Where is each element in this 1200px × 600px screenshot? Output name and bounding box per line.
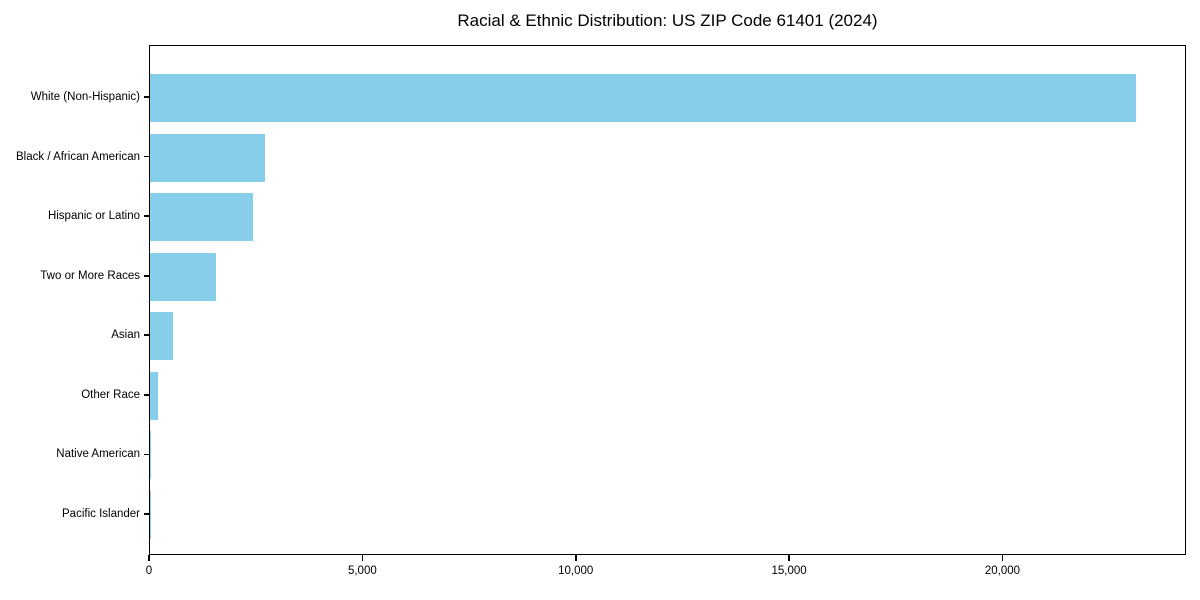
x-axis-tick-label: 15,000 — [771, 565, 807, 577]
y-tick-mark — [144, 394, 149, 396]
bar — [150, 371, 158, 420]
y-axis-label: Pacific Islander — [62, 507, 140, 520]
x-tick-mark — [361, 555, 364, 561]
x-axis-tick-label: 5,000 — [347, 565, 377, 577]
bar — [150, 252, 217, 301]
bar — [150, 133, 266, 182]
y-tick-mark — [144, 155, 149, 158]
bar — [150, 193, 253, 242]
x-axis-tick-label: 10,000 — [558, 565, 594, 577]
bar — [150, 431, 151, 480]
bar — [150, 312, 173, 361]
y-axis-label: Black / African American — [16, 150, 140, 163]
y-axis-label: Native American — [56, 448, 140, 461]
y-axis-label: Asian — [111, 329, 140, 342]
y-tick-mark — [144, 334, 149, 337]
y-axis-label: Hispanic or Latino — [47, 210, 140, 223]
y-tick-mark — [144, 215, 149, 217]
plot-area — [149, 45, 1186, 555]
chart-title: Racial & Ethnic Distribution: US ZIP Cod… — [457, 11, 878, 30]
x-tick-mark — [574, 555, 577, 561]
y-axis-label: Other Race — [81, 388, 140, 401]
x-tick-mark — [788, 555, 790, 561]
y-tick-mark — [144, 453, 149, 456]
y-axis-label: White (Non-Hispanic) — [30, 91, 140, 103]
y-axis-label: Two or More Races — [40, 269, 140, 282]
x-axis-tick-label: 20,000 — [984, 565, 1021, 577]
x-tick-mark — [148, 555, 150, 561]
y-tick-mark — [144, 96, 149, 98]
bar — [150, 74, 1137, 122]
y-tick-mark — [144, 513, 149, 515]
x-tick-mark — [1001, 555, 1004, 561]
y-tick-mark — [144, 274, 149, 277]
x-axis-tick-label: 0 — [145, 565, 153, 577]
